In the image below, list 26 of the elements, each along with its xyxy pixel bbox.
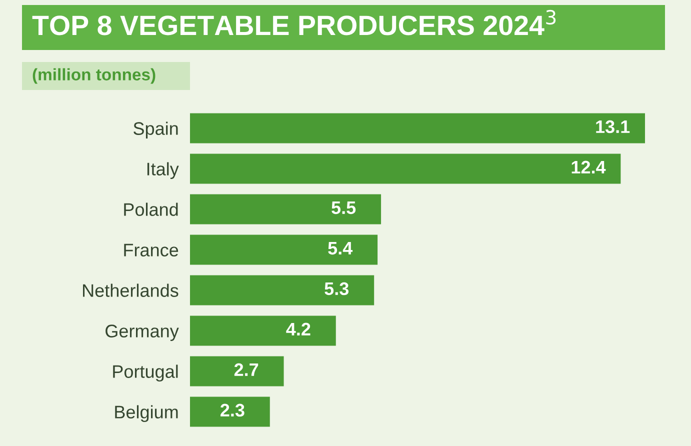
- y-tick-label: Italy: [147, 162, 179, 180]
- bar: [190, 234, 378, 265]
- data-label: 2.3: [220, 404, 244, 417]
- chart-subtitle: (million tonnes): [32, 68, 156, 84]
- data-label: 2.7: [234, 363, 258, 376]
- y-tick-label: Germany: [106, 324, 179, 342]
- y-tick-label: Belgium: [115, 405, 178, 422]
- bar: [190, 154, 621, 184]
- bar: [190, 194, 382, 224]
- y-tick-label: Spain: [134, 122, 178, 139]
- y-tick-label: Netherlands: [83, 284, 178, 297]
- bar: [190, 356, 284, 386]
- data-label: 5.5: [332, 201, 356, 214]
- data-label: 12.4: [572, 160, 606, 174]
- data-label: 5.3: [324, 282, 349, 296]
- data-label: 13.1: [596, 120, 630, 134]
- bar: [190, 275, 374, 306]
- y-tick-label: Poland: [124, 202, 178, 216]
- bar: [190, 396, 270, 427]
- data-label: 5.4: [328, 242, 353, 255]
- y-tick-label: France: [124, 244, 178, 256]
- bar: [190, 113, 645, 144]
- chart-title: TOP 8 VEGETABLE PRODUCERS 2024$^{3}$: [32, 10, 556, 36]
- data-label: 4.2: [286, 322, 310, 336]
- bar: [190, 316, 336, 346]
- y-tick-label: Portugal: [113, 364, 178, 382]
